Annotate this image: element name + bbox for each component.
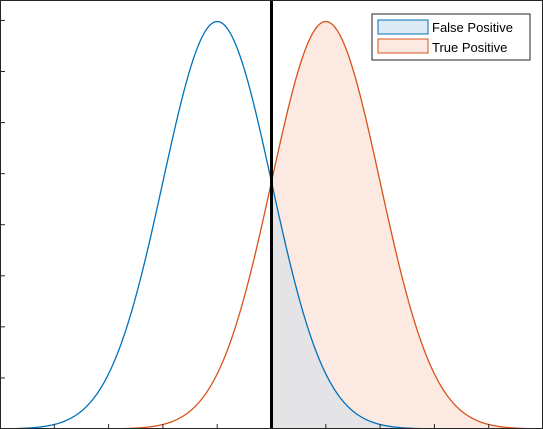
fill-areas [271, 21, 543, 429]
false-positive-fill [271, 181, 543, 429]
legend: False Positive True Positive [371, 13, 531, 61]
legend-label-true-positive: True Positive [432, 40, 507, 55]
legend-swatch-false-positive [377, 19, 429, 35]
true-positive-fill [271, 21, 543, 429]
legend-swatch-true-positive [377, 38, 429, 54]
legend-label-false-positive: False Positive [432, 20, 513, 35]
